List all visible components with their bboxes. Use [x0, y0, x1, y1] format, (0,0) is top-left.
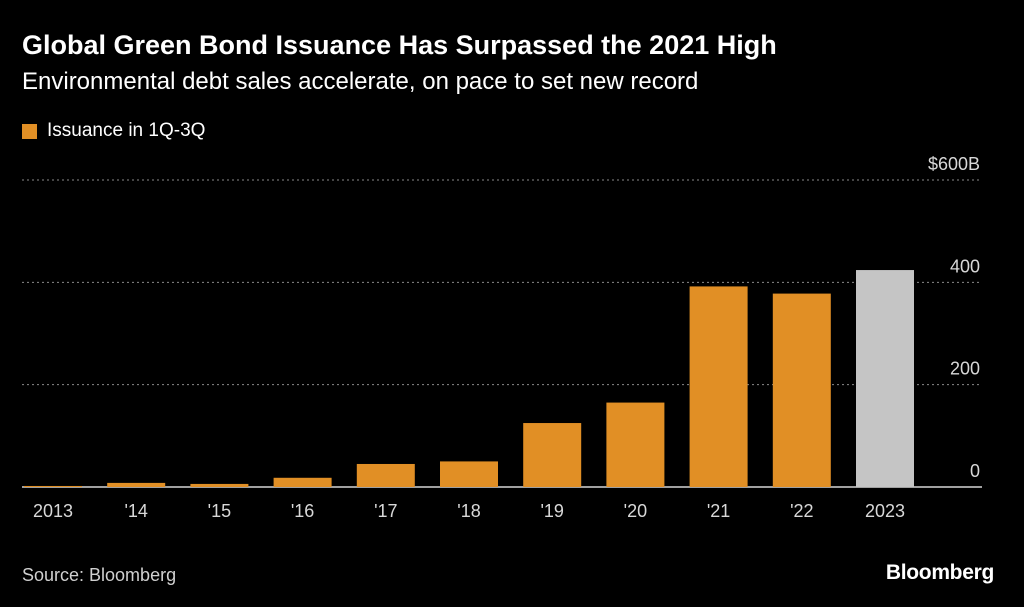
bar-2023	[856, 270, 914, 487]
y-tick-label: 0	[970, 461, 980, 481]
source-note: Source: Bloomberg	[22, 565, 177, 585]
x-tick-label: 2023	[865, 501, 905, 521]
y-tick-labels: 0 200 400 $600B	[928, 154, 980, 481]
legend: Issuance in 1Q-3Q	[22, 120, 205, 142]
x-tick-label: '15	[208, 501, 231, 521]
x-tick-label: '21	[707, 501, 730, 521]
bloomberg-logo: Bloomberg	[885, 561, 994, 584]
x-tick-label: '14	[124, 501, 147, 521]
x-tick-labels: 2013 '14 '15 '16 '17 '18 '19 '20 '21 '22 2023	[33, 501, 905, 521]
bar-19	[523, 423, 582, 487]
y-tick-label: 200	[950, 359, 980, 379]
y-tick-label: 400	[950, 256, 980, 276]
legend-label: Issuance in 1Q-3Q	[47, 120, 206, 141]
bar-14	[107, 482, 166, 487]
x-tick-label: '20	[624, 501, 647, 521]
bar-18	[440, 461, 498, 487]
bar-17	[356, 463, 415, 487]
x-tick-label: '17	[374, 501, 397, 521]
x-tick-label: 2013	[33, 501, 73, 521]
bar-21	[689, 286, 748, 487]
chart-subtitle: Environmental debt sales accelerate, on …	[22, 68, 699, 95]
legend-swatch	[22, 123, 37, 139]
x-tick-label: '22	[790, 501, 813, 521]
bar-15	[190, 483, 249, 487]
x-tick-label: '19	[540, 501, 563, 521]
grid-lines	[22, 179, 982, 488]
bar-22	[772, 293, 831, 487]
bar-16	[273, 477, 332, 487]
bars	[24, 270, 914, 487]
x-tick-label: '16	[291, 501, 314, 521]
y-tick-label: $600B	[928, 154, 980, 174]
chart-title: Global Green Bond Issuance Has Surpassed…	[22, 30, 777, 60]
x-tick-label: '18	[457, 501, 480, 521]
bar-2013	[24, 485, 82, 487]
bar-20	[606, 402, 665, 487]
